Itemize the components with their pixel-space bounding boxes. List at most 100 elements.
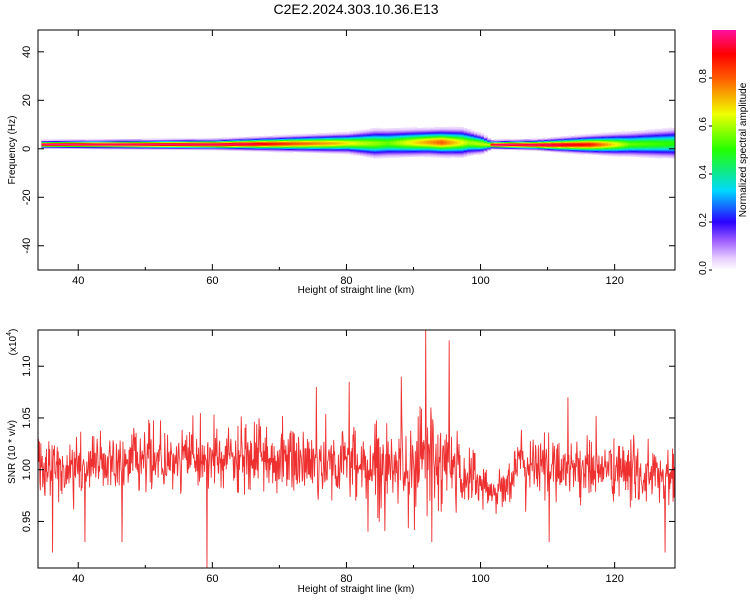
heatmap-cell <box>396 127 401 130</box>
heatmap-cell <box>467 150 472 153</box>
heatmap-cell <box>423 133 428 136</box>
heatmap-cell <box>581 137 586 140</box>
heatmap-cell <box>135 147 140 150</box>
heatmap-cell <box>316 139 321 142</box>
heatmap-cell <box>654 144 659 146</box>
heatmap-cell <box>359 134 364 137</box>
heatmap-cell <box>198 144 203 147</box>
heatmap-cell <box>413 145 418 148</box>
heatmap-cell <box>624 139 629 141</box>
heatmap-cell <box>628 135 633 138</box>
heatmap-cell <box>81 140 86 143</box>
heatmap-cell <box>363 152 368 154</box>
heatmap-cell <box>155 140 160 142</box>
heatmap-cell <box>604 142 609 145</box>
heatmap-cell <box>654 131 659 134</box>
heatmap-cell <box>597 136 602 138</box>
heatmap-cell <box>420 139 425 142</box>
heatmap-cell <box>413 128 418 130</box>
heatmap-cell <box>413 155 418 157</box>
heatmap-cell <box>400 144 405 146</box>
heatmap-cell <box>386 130 391 132</box>
heatmap-cell <box>265 137 270 140</box>
heatmap-cell <box>376 143 381 145</box>
heatmap-cell <box>561 139 565 142</box>
heatmap-cell <box>235 148 240 150</box>
heatmap-cell <box>135 143 140 145</box>
heatmap-cell <box>376 150 381 152</box>
heatmap-cell <box>447 142 451 145</box>
heatmap-cell <box>393 144 398 147</box>
heatmap-cell <box>262 144 267 147</box>
heatmap-cell <box>71 142 76 145</box>
heatmap-cell <box>339 151 344 154</box>
heatmap-cell <box>58 143 63 145</box>
heatmap-cell <box>550 137 555 139</box>
heatmap-cell <box>624 133 629 136</box>
heatmap-cell <box>326 137 331 139</box>
heatmap-cell <box>296 149 301 152</box>
heatmap-cell <box>500 140 505 142</box>
heatmap-cell <box>282 134 287 137</box>
heatmap-cell <box>467 130 472 132</box>
heatmap-cell <box>567 136 572 139</box>
heatmap-cell <box>118 142 123 144</box>
heatmap-cell <box>383 134 388 136</box>
heatmap-cell <box>286 142 291 145</box>
heatmap-cell <box>587 151 592 154</box>
heatmap-cell <box>648 132 653 134</box>
heatmap-cell <box>356 135 361 137</box>
heatmap-cell <box>225 142 230 144</box>
heatmap-cell <box>229 146 234 148</box>
heatmap-cell <box>249 148 254 151</box>
heatmap-cell <box>554 146 559 148</box>
heatmap-cell <box>443 156 448 158</box>
heatmap-cell <box>621 142 626 145</box>
heatmap-cell <box>222 142 227 144</box>
heatmap-cell <box>379 141 384 143</box>
heatmap-cell <box>561 148 565 151</box>
heatmap-cell <box>658 143 663 146</box>
heatmap-cell <box>564 150 569 153</box>
heatmap-cell <box>91 144 96 147</box>
heatmap-cell <box>550 143 555 146</box>
heatmap-cell <box>41 143 46 145</box>
heatmap-cell <box>480 150 485 153</box>
heatmap-cell <box>423 145 428 147</box>
heatmap-cell <box>654 143 659 145</box>
heatmap-cell <box>121 143 126 145</box>
heatmap-cell <box>222 147 227 149</box>
heatmap-cell <box>540 146 545 149</box>
heatmap-cell <box>74 146 79 149</box>
heatmap-cell <box>54 143 59 145</box>
heatmap-cell <box>450 128 455 131</box>
heatmap-cell <box>577 140 582 142</box>
heatmap-cell <box>322 135 327 137</box>
heatmap-cell <box>467 145 472 148</box>
heatmap-cell <box>195 137 200 140</box>
heatmap-cell <box>426 133 431 135</box>
heatmap-cell <box>457 147 462 149</box>
heatmap-cell <box>601 142 606 144</box>
heatmap-cell <box>373 143 378 146</box>
heatmap-cell <box>654 151 659 154</box>
heatmap-cell <box>276 148 280 151</box>
heatmap-cell <box>668 131 673 134</box>
heatmap-cell <box>664 147 669 150</box>
heatmap-cell <box>198 147 203 150</box>
heatmap-cell <box>430 143 435 145</box>
chart-title: C2E2.2024.303.10.36.E13 <box>273 1 438 17</box>
heatmap-cell <box>443 138 448 141</box>
heatmap-cell <box>222 139 227 141</box>
heatmap-cell <box>383 156 388 159</box>
heatmap-cell <box>326 146 331 148</box>
heatmap-cell <box>651 138 656 140</box>
heatmap-cell <box>175 140 180 143</box>
heatmap-cell <box>661 134 666 137</box>
heatmap-cell <box>195 138 200 141</box>
heatmap-cell <box>359 150 364 153</box>
heatmap-cell <box>591 135 596 138</box>
heatmap-cell <box>349 149 354 152</box>
heatmap-cell <box>440 154 445 156</box>
heatmap-cell <box>322 138 327 140</box>
